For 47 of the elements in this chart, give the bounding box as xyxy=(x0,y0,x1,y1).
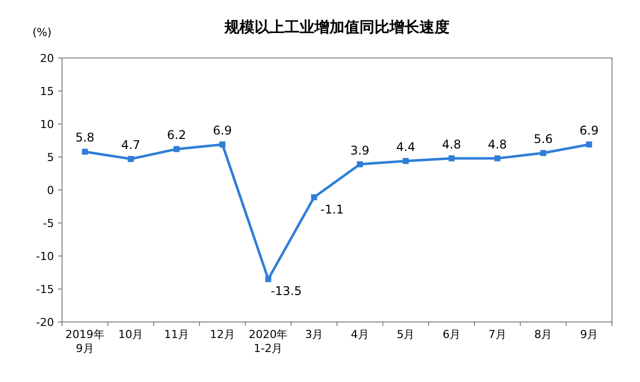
point xyxy=(586,141,592,148)
y-tick-label: -10 xyxy=(36,250,54,263)
y-axis-title: (%) xyxy=(32,26,52,39)
point xyxy=(311,194,318,200)
data-label: 6.9 xyxy=(580,123,599,138)
x-tick-label: 8月 xyxy=(534,328,552,341)
y-tick-label: 10 xyxy=(40,118,54,131)
point xyxy=(494,155,500,162)
point xyxy=(448,155,455,162)
y-tick-label: 20 xyxy=(40,52,54,65)
data-label: 4.7 xyxy=(121,138,140,152)
y-tick-label: 5 xyxy=(47,151,54,164)
x-tick-label: 2019年 9月 xyxy=(65,328,104,355)
data-label: 5.8 xyxy=(75,130,94,145)
y-tick-label: -20 xyxy=(36,316,54,329)
x-tick-label: 12月 xyxy=(210,328,235,341)
data-label: -13.5 xyxy=(270,284,302,298)
chart-title: 规模以上工业增加值同比增长速度 xyxy=(224,18,450,36)
data-label: 6.9 xyxy=(212,123,232,138)
point xyxy=(402,158,409,164)
point xyxy=(174,146,180,152)
y-tick-label: -5 xyxy=(43,217,54,230)
data-label: 5.6 xyxy=(534,132,553,146)
data-label: 4.8 xyxy=(488,137,507,152)
point xyxy=(128,156,134,162)
y-tick-label: 0 xyxy=(47,184,54,197)
data-label: -1.1 xyxy=(320,202,344,216)
x-tick-label: 2020年 1-2月 xyxy=(248,328,288,355)
x-tick-label: 11月 xyxy=(164,328,190,341)
x-tick-label: 10月 xyxy=(118,328,144,341)
y-tick-label: -15 xyxy=(36,283,54,296)
data-label: 4.4 xyxy=(396,140,416,154)
x-tick-label: 9月 xyxy=(580,328,598,341)
data-label: 4.8 xyxy=(442,137,462,152)
point xyxy=(265,276,272,282)
x-tick-label: 5月 xyxy=(396,328,415,341)
point xyxy=(356,161,363,168)
point xyxy=(82,148,88,155)
point xyxy=(219,141,226,148)
data-label: 3.9 xyxy=(350,143,370,158)
y-tick-label: 15 xyxy=(40,85,54,98)
point xyxy=(540,150,546,156)
x-tick-label: 6月 xyxy=(442,328,461,341)
x-tick-label: 3月 xyxy=(305,328,324,341)
x-tick-label: 4月 xyxy=(350,328,369,341)
x-tick-label: 7月 xyxy=(488,328,506,341)
data-label: 6.2 xyxy=(167,128,186,142)
